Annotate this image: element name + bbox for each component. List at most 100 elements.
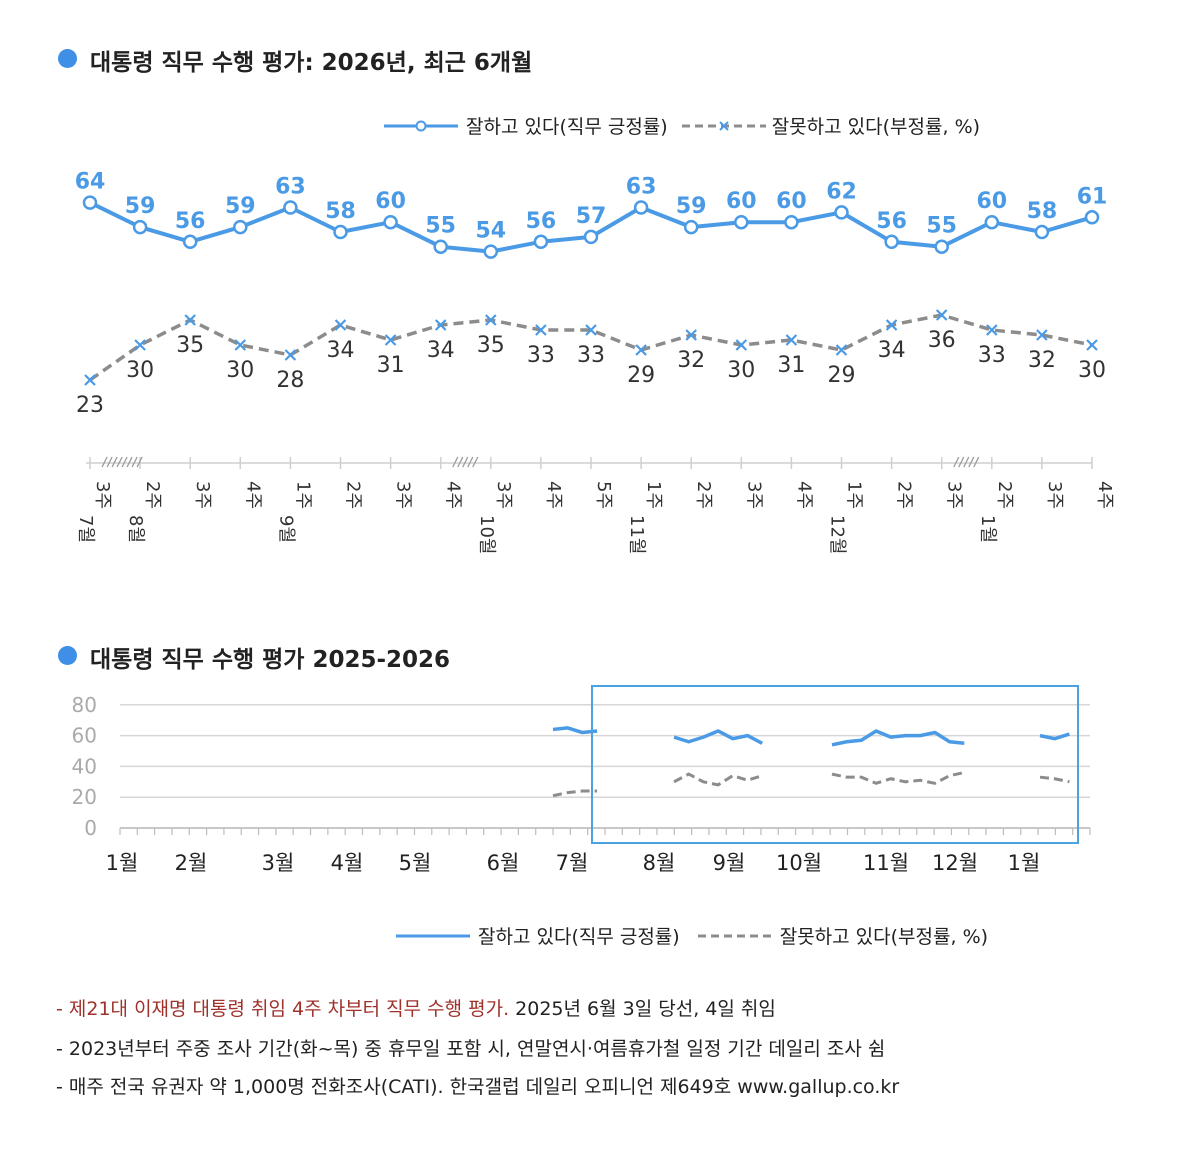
approve-point	[834, 205, 849, 220]
disapprove-point	[184, 314, 196, 326]
disapprove-data-label: 28	[276, 368, 304, 393]
chart1-axis-break-mark	[116, 456, 123, 468]
approve-data-label: 63	[275, 175, 306, 200]
chart1-week-label: 2주	[693, 481, 714, 509]
chart2-y-tick-label: 80	[72, 693, 97, 717]
disapprove-point	[485, 314, 497, 326]
chart1-week-label: 3주	[1044, 481, 1065, 509]
chart1-axis-break-mark	[963, 456, 970, 468]
disapprove-point	[685, 329, 697, 341]
approve-data-label: 56	[876, 209, 907, 234]
chart1-month-label: 7월	[75, 515, 96, 543]
chart2-y-tick-label: 0	[84, 816, 97, 840]
disapprove-data-label: 36	[928, 328, 956, 353]
chart1-axis-break-mark	[106, 456, 113, 468]
approve-legend-marker-icon	[384, 120, 458, 131]
disapprove-data-label: 35	[477, 333, 505, 358]
approve-point	[483, 244, 499, 259]
approve-point	[633, 200, 649, 215]
chart2-month-label: 12월	[932, 851, 978, 875]
chart1-month-label: 12월	[827, 515, 848, 554]
chart1-week-label: 2주	[894, 481, 915, 509]
title-bullet-icon	[58, 49, 77, 68]
chart1-axis-break-mark	[101, 456, 108, 468]
chart2-y-tick-label: 60	[72, 724, 97, 748]
chart2-month-label: 7월	[556, 851, 589, 875]
chart1-week-label: 4주	[543, 481, 564, 509]
chart1-week-label: 4주	[1094, 481, 1115, 509]
chart1-axis-break-mark	[136, 456, 143, 468]
chart2-disapprove-segment	[831, 771, 965, 785]
chart2-month-label: 9월	[713, 851, 746, 875]
disapprove-data-label: 32	[677, 348, 705, 373]
disapprove-point	[885, 319, 898, 331]
chart1-axis-break-mark	[953, 456, 960, 468]
disapprove-point	[1086, 339, 1098, 351]
approve-data-label: 58	[1027, 199, 1058, 224]
chart2-approve-segment	[673, 729, 764, 745]
approve-point	[683, 219, 699, 235]
chart1-title: 대통령 직무 수행 평가: 2026년, 최근 6개월	[90, 50, 533, 76]
chart2-month-label: 6월	[487, 851, 520, 875]
disapprove-data-label: 23	[76, 393, 104, 418]
chart1-week-label: 3주	[944, 481, 965, 509]
disapprove-series-line	[88, 313, 1093, 382]
approve-data-label: 59	[676, 194, 707, 219]
chart1-legend: 잘하고 있다(직무 긍정률) 잘못하고 있다(부정률, %)	[382, 112, 980, 139]
chart2-month-label: 3월	[262, 851, 295, 875]
disapprove-data-label: 35	[176, 333, 204, 358]
chart2-highlight-box	[591, 685, 1079, 844]
approve-point	[583, 229, 599, 245]
approve-point	[784, 214, 799, 230]
disapprove-point	[84, 374, 96, 386]
chart1-axis-break-mark	[467, 456, 474, 468]
disapprove-data-label: 30	[1078, 358, 1106, 383]
chart1-week-label: 2주	[142, 481, 163, 509]
chart2-y-tick-label: 40	[72, 754, 97, 778]
approve-point	[333, 224, 348, 240]
approve-data-label: 60	[726, 189, 757, 214]
chart2-month-label: 11월	[863, 851, 909, 875]
disapprove-data-label: 33	[527, 343, 555, 368]
disapprove-point	[535, 324, 547, 336]
chart1-axis-break-mark	[472, 456, 479, 468]
disapprove-point	[134, 339, 146, 351]
approve-data-label: 64	[75, 170, 106, 195]
approve-point	[132, 219, 148, 235]
disapprove-data-label: 33	[577, 343, 605, 368]
disapprove-data-label: 30	[126, 358, 154, 383]
approve-point	[433, 239, 448, 254]
title-bullet-icon	[58, 646, 77, 665]
chart1-week-label: 3주	[743, 481, 764, 509]
chart1-month-label: 11월	[626, 515, 647, 554]
disapprove-point	[986, 324, 998, 336]
approve-data-label: 60	[776, 189, 807, 214]
approve-data-label: 54	[475, 219, 506, 244]
approve-data-label: 60	[976, 189, 1007, 214]
disapprove-point	[334, 319, 347, 331]
chart2-disapprove-segment	[1039, 775, 1070, 784]
approve-data-label: 62	[826, 179, 857, 204]
approve-data-label: 56	[175, 209, 206, 234]
chart1-week-label: 1주	[292, 481, 313, 509]
chart1-axis-break-mark	[462, 456, 469, 468]
disapprove-point	[1036, 329, 1048, 341]
approve-point	[984, 214, 1000, 230]
chart2-disapprove-segment	[552, 789, 598, 798]
approve-data-label: 59	[125, 194, 156, 219]
yearly-approval-chart: 80 60 40 20 0 1월 2월 3월 4월 5월 6월 7월 8월 9월 10월 11월 12월 1월	[72, 685, 1091, 875]
chart1-legend-disapprove: 잘못하고 있다(부정률, %)	[771, 116, 981, 138]
approve-point	[283, 200, 298, 215]
disapprove-point	[284, 349, 297, 361]
chart1-week-label: 4주	[793, 481, 814, 509]
chart1-week-label: 3주	[493, 481, 514, 509]
approve-point	[383, 214, 398, 230]
approve-data-label: 55	[926, 214, 957, 239]
disapprove-point	[785, 334, 798, 346]
approve-point	[734, 214, 749, 230]
disapprove-data-label: 30	[226, 358, 254, 383]
chart2-title: 대통령 직무 수행 평가 2025-2026	[90, 647, 451, 673]
chart2-approve-segment	[1039, 732, 1070, 741]
chart2-month-label: 1월	[106, 851, 139, 875]
chart1-axis-break-mark	[457, 456, 464, 468]
